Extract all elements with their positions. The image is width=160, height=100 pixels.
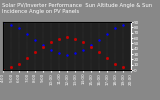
Text: Solar PV/Inverter Performance  Sun Altitude Angle & Sun Incidence Angle on PV Pa: Solar PV/Inverter Performance Sun Altitu… bbox=[2, 3, 152, 14]
